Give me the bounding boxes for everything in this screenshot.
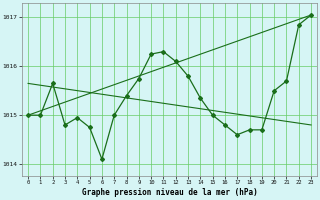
X-axis label: Graphe pression niveau de la mer (hPa): Graphe pression niveau de la mer (hPa) — [82, 188, 258, 197]
